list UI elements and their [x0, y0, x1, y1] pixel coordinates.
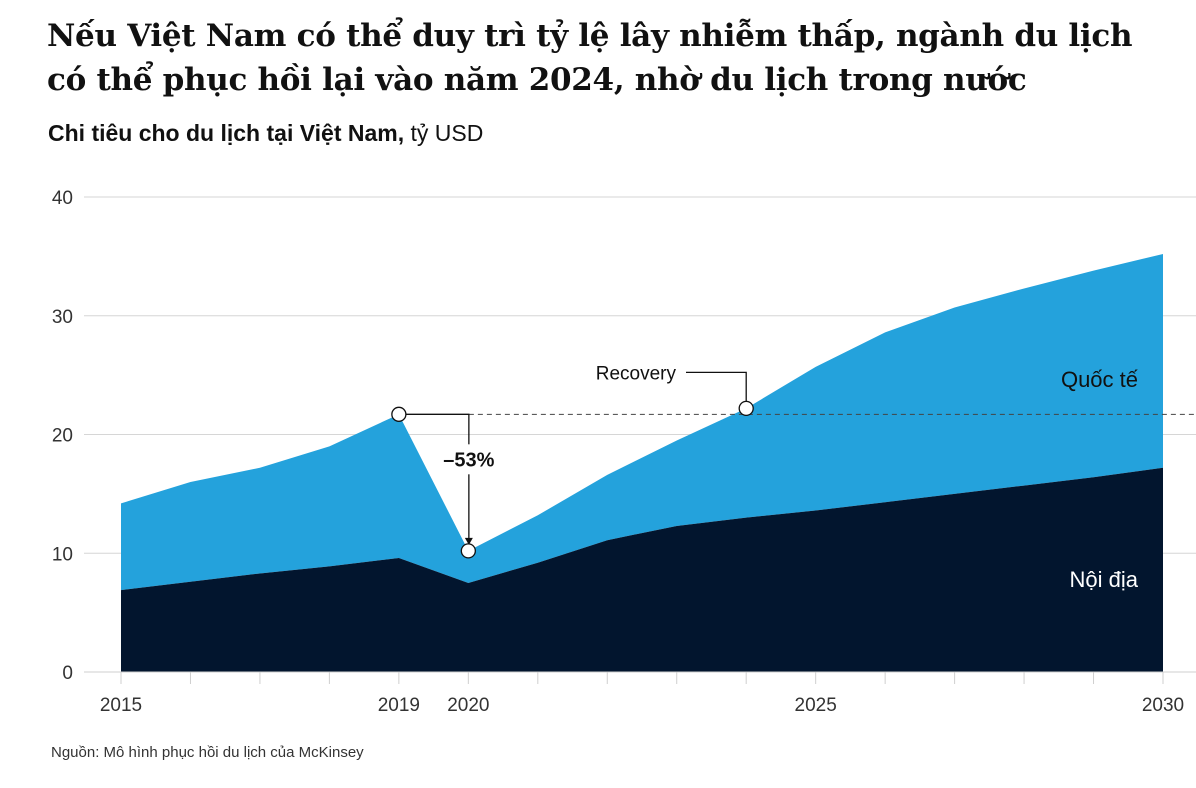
source-note: Nguồn: Mô hình phục hồi du lịch của McKi…	[51, 744, 364, 761]
x-tick-label-2019: 2019	[378, 695, 420, 716]
area-noi-dia	[121, 467, 1163, 672]
chart-title: Nếu Việt Nam có thể duy trì tỷ lệ lây nh…	[47, 18, 1133, 98]
drop-connector-line	[398, 413, 470, 539]
drop-label-background	[435, 444, 502, 475]
x-tick-label-2020: 2020	[447, 695, 489, 716]
area-quoc-te	[121, 254, 1163, 591]
subtitle-main: Chi tiêu cho du lịch tại Việt Nam,	[48, 120, 405, 146]
y-tick-label-10: 10	[52, 544, 73, 565]
subtitle-unit: tỷ USD	[410, 120, 484, 146]
x-tick-label-2030: 2030	[1142, 695, 1184, 716]
series-label-noi-dia: Nội địa	[1070, 567, 1139, 592]
marker-recovery	[738, 400, 754, 417]
y-tick-label-40: 40	[52, 188, 73, 209]
y-tick-label-20: 20	[52, 426, 73, 447]
y-tick-label-0: 0	[62, 663, 73, 684]
x-tick-label-2025: 2025	[795, 695, 837, 716]
drop-arrowhead	[464, 537, 473, 545]
chart-subtitle: Chi tiêu cho du lịch tại Việt Nam, tỷ US…	[48, 120, 483, 147]
recovery-label: Recovery	[596, 363, 677, 384]
series-label-quoc-te: Quốc tế	[1061, 367, 1138, 392]
recovery-connector-line	[686, 371, 747, 402]
drop-percent-label: –53%	[443, 449, 494, 471]
x-tick-label-2015: 2015	[100, 695, 142, 716]
marker-2020	[460, 543, 476, 559]
marker-2019	[391, 406, 407, 422]
y-tick-label-30: 30	[52, 307, 73, 328]
